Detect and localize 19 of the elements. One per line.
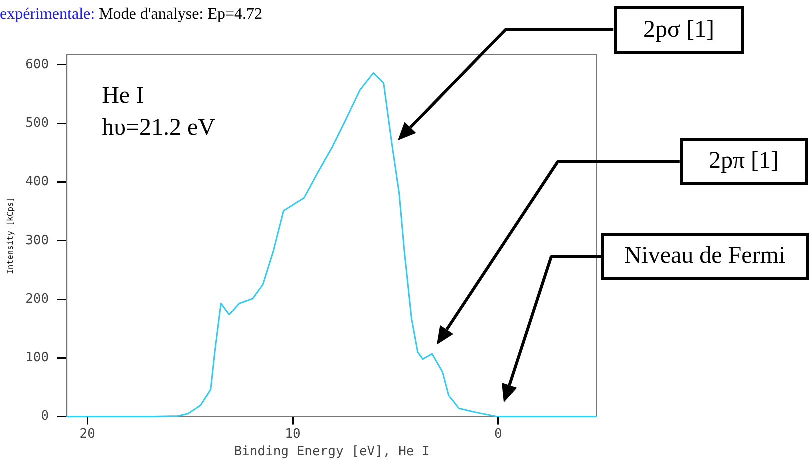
text: Niveau de Fermi (601, 233, 809, 280)
y-tick-label: 200 (26, 292, 50, 307)
y-tick-label: 300 (26, 233, 50, 248)
annotation: hυ=21.2 eV (102, 115, 216, 141)
chart-title: expérimentale: (0, 6, 96, 23)
text: 2pσ [1] (614, 6, 744, 54)
y-tick-label: 100 (26, 350, 50, 366)
y-axis-title: Intensity [kCps] (6, 197, 15, 274)
y-tick-label: 400 (26, 174, 50, 190)
y-tick-label: 0 (41, 409, 50, 424)
text: 2pπ [1] (680, 138, 808, 185)
annotation: He I (102, 83, 144, 109)
x-axis-title: Binding Energy [eV], He I (234, 444, 430, 460)
chart-subtitle: Mode d'analyse: Ep=4.72 (98, 6, 262, 23)
y-tick-label: 500 (26, 116, 50, 131)
x-tick-label: 10 (285, 426, 301, 442)
x-tick-label: 0 (494, 426, 502, 442)
y-tick-label: 600 (26, 57, 50, 72)
x-tick-label: 20 (80, 426, 96, 442)
